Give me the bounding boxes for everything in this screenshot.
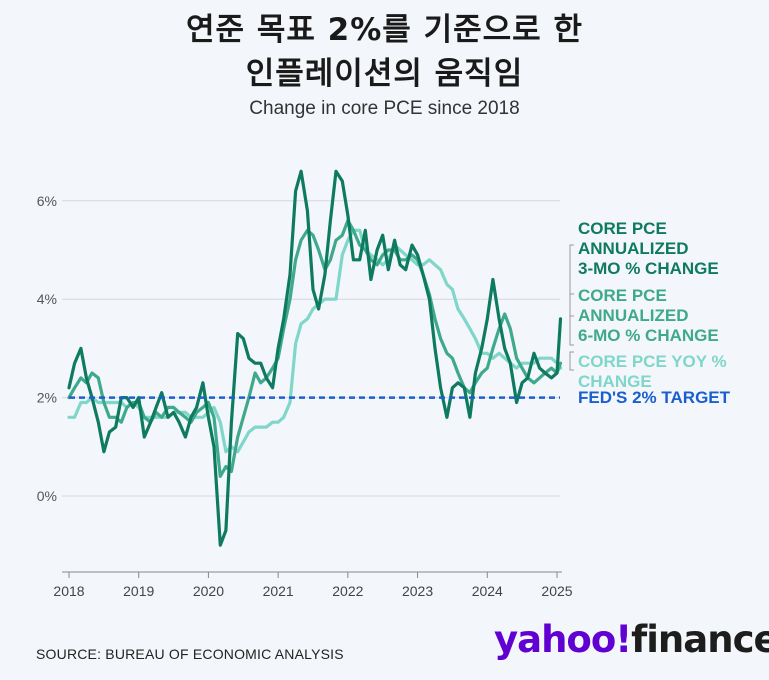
yahoo-finance-logo: yahoo!finance [494, 618, 769, 661]
title-line-1: 연준 목표 2%를 기준으로 한 [186, 12, 583, 48]
title-line-2: 인플레이션의 움직임 [245, 56, 524, 92]
x-tick-label: 2018 [53, 583, 84, 599]
x-tick-label: 2024 [472, 583, 503, 599]
source-note: SOURCE: BUREAU OF ECONOMIC ANALYSIS [36, 646, 344, 662]
series-6mo-line [67, 218, 563, 478]
legend-yoy: CORE PCE YOY % CHANGE [578, 352, 727, 391]
legend-6mo: CORE PCE ANNUALIZED 6-MO % CHANGE [578, 286, 719, 345]
y-tick-label: 6% [37, 193, 57, 209]
legend-3mo: CORE PCE ANNUALIZED 3-MO % CHANGE [578, 219, 719, 278]
series-3mo-line [67, 169, 563, 547]
legend-target: FED'S 2% TARGET [578, 388, 731, 407]
x-tick-label: 2019 [123, 583, 154, 599]
legend-bracket-3mo [569, 244, 574, 317]
legend-bracket-yoy [569, 351, 574, 371]
chart-subtitle: Change in core PCE since 2018 [249, 98, 520, 119]
x-tick-label: 2022 [332, 583, 363, 599]
y-tick-label: 2% [37, 390, 57, 406]
y-tick-label: 4% [37, 291, 57, 307]
x-tick-label: 2020 [193, 583, 224, 599]
x-tick-label: 2023 [402, 583, 433, 599]
legend-bracket-6mo [569, 293, 574, 346]
y-tick-label: 0% [37, 488, 57, 504]
x-tick-label: 2025 [541, 583, 572, 599]
chart-title: 연준 목표 2%를 기준으로 한 인플레이션의 움직임 [0, 8, 769, 96]
x-tick-label: 2021 [263, 583, 294, 599]
